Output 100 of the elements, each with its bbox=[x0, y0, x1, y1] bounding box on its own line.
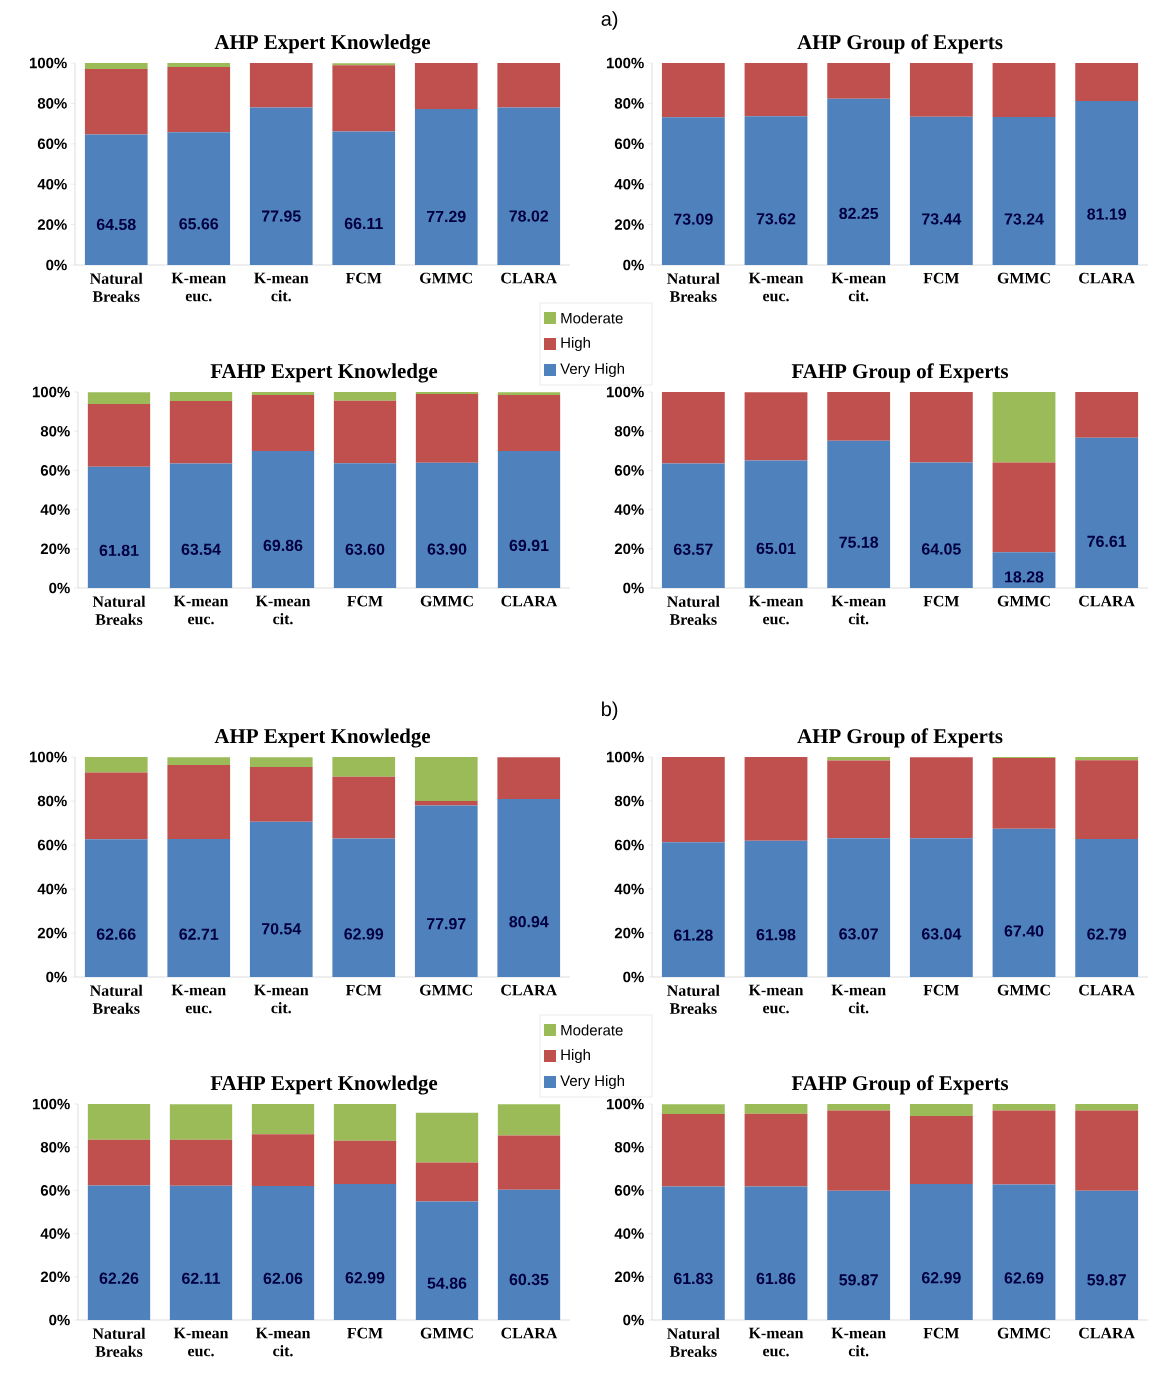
x-tick-label: FCM bbox=[923, 1327, 960, 1339]
data-label: 62.06 bbox=[263, 1272, 303, 1285]
bar bbox=[744, 460, 808, 589]
y-tick-label: 60% bbox=[40, 1185, 70, 1196]
bar bbox=[827, 760, 891, 839]
y-tick-label: 100% bbox=[606, 57, 644, 69]
y-tick-label: 0% bbox=[49, 1314, 70, 1326]
y-tick-label: 60% bbox=[614, 839, 644, 851]
chart-title: FAHP Expert Knowledge bbox=[210, 1075, 438, 1095]
bar bbox=[414, 757, 478, 802]
bar bbox=[249, 107, 313, 265]
bar bbox=[167, 67, 231, 133]
y-tick-label: 40% bbox=[614, 1228, 644, 1239]
bar bbox=[251, 1104, 315, 1135]
data-label: 77.29 bbox=[426, 210, 466, 223]
x-tick-label: FCM bbox=[347, 595, 383, 607]
data-label: 63.04 bbox=[921, 928, 962, 940]
x-tick-label: CLARA bbox=[501, 984, 557, 996]
bar bbox=[827, 392, 891, 441]
bar bbox=[169, 1139, 233, 1186]
bar bbox=[167, 839, 231, 978]
x-tick-label: GMMC bbox=[420, 272, 473, 284]
x-tick-label: K-mean cit. bbox=[831, 272, 886, 302]
y-tick-label: 80% bbox=[614, 1141, 644, 1153]
data-label: 73.09 bbox=[674, 213, 713, 225]
y-tick-label: 60% bbox=[40, 465, 70, 476]
data-label: 73.24 bbox=[1004, 213, 1044, 225]
data-label: 63.90 bbox=[427, 543, 467, 555]
bar bbox=[497, 1135, 561, 1190]
bar bbox=[497, 1189, 561, 1321]
y-tick-label: 100% bbox=[606, 1098, 644, 1110]
bar bbox=[909, 462, 973, 589]
bar bbox=[661, 392, 725, 464]
x-tick-label: K-mean euc. bbox=[748, 272, 804, 302]
bar bbox=[827, 1104, 891, 1111]
bar bbox=[827, 440, 891, 589]
x-tick-label: K-mean cit. bbox=[831, 984, 886, 1014]
bar bbox=[744, 392, 808, 461]
bar bbox=[827, 1190, 891, 1321]
data-label: 67.40 bbox=[1004, 925, 1044, 937]
data-label: 61.86 bbox=[756, 1272, 796, 1285]
bar bbox=[414, 801, 478, 806]
data-label: 65.01 bbox=[756, 542, 796, 555]
bar bbox=[333, 392, 397, 401]
x-tick-label: Natural Breaks bbox=[667, 984, 720, 1014]
bar bbox=[661, 1186, 725, 1321]
bar bbox=[169, 392, 233, 401]
bar bbox=[333, 400, 397, 464]
bar bbox=[333, 1183, 397, 1321]
x-tick-label: K-mean cit. bbox=[255, 595, 311, 625]
x-tick-label: FCM bbox=[923, 272, 960, 284]
y-tick-label: 100% bbox=[32, 386, 70, 398]
bar bbox=[87, 1185, 151, 1321]
bar bbox=[415, 462, 479, 589]
bar bbox=[169, 400, 233, 464]
bar bbox=[249, 821, 313, 978]
data-label: 81.19 bbox=[1087, 208, 1127, 220]
y-tick-label: 100% bbox=[29, 57, 67, 69]
x-tick-label: K-mean cit. bbox=[831, 595, 886, 625]
data-label: 61.28 bbox=[673, 929, 713, 941]
bar bbox=[497, 798, 561, 978]
data-label: 60.35 bbox=[509, 1273, 549, 1286]
bar bbox=[167, 63, 231, 68]
y-tick-label: 60% bbox=[37, 138, 67, 150]
bar bbox=[332, 776, 396, 839]
x-tick-label: K-mean cit. bbox=[254, 272, 309, 302]
text: a) bbox=[601, 11, 618, 30]
data-label: 62.11 bbox=[182, 1272, 221, 1284]
bar bbox=[992, 758, 1056, 829]
data-label: 62.66 bbox=[96, 928, 136, 940]
bar bbox=[333, 463, 397, 589]
bar bbox=[992, 392, 1056, 463]
x-tick-label: K-mean cit. bbox=[254, 984, 309, 1014]
text: b) bbox=[602, 701, 618, 721]
data-label: 78.02 bbox=[509, 210, 549, 222]
bar bbox=[661, 117, 725, 265]
x-tick-label: GMMC bbox=[420, 984, 473, 996]
bar bbox=[87, 1104, 151, 1140]
bar bbox=[497, 62, 561, 108]
data-label: 62.69 bbox=[1004, 1272, 1044, 1284]
x-tick-label: Natural Breaks bbox=[92, 595, 146, 625]
bar bbox=[992, 552, 1056, 589]
data-label: 77.95 bbox=[261, 210, 301, 222]
y-tick-label: 0% bbox=[623, 259, 644, 271]
bar bbox=[251, 451, 315, 589]
x-tick-label: GMMC bbox=[420, 1327, 473, 1339]
x-tick-label: K-mean euc. bbox=[173, 595, 229, 625]
bar bbox=[744, 62, 808, 117]
bar bbox=[415, 1112, 479, 1163]
bar bbox=[497, 392, 561, 396]
y-tick-label: 60% bbox=[37, 839, 67, 851]
chart-title: FAHP Group of Experts bbox=[791, 363, 1009, 383]
x-tick-label: FCM bbox=[923, 984, 960, 996]
x-tick-label: K-mean euc. bbox=[173, 1327, 229, 1357]
y-tick-label: 0% bbox=[49, 582, 70, 594]
y-tick-label: 20% bbox=[614, 927, 644, 939]
bar bbox=[415, 1162, 479, 1202]
bar bbox=[332, 838, 396, 978]
x-tick-label: CLARA bbox=[1079, 595, 1135, 607]
y-tick-label: 40% bbox=[37, 883, 67, 895]
